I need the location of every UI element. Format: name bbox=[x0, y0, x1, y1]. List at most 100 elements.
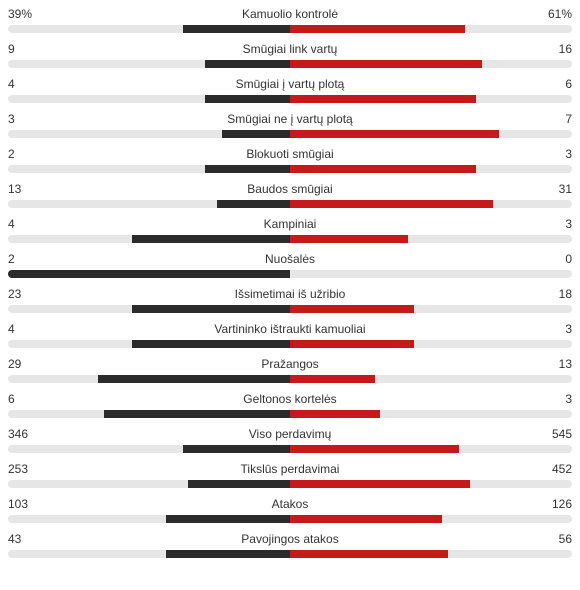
stat-row: 39% Kamuolio kontrolė 61% bbox=[8, 6, 572, 33]
stat-value-right: 56 bbox=[559, 531, 572, 547]
stat-value-right: 3 bbox=[565, 146, 572, 162]
stat-track bbox=[8, 515, 572, 523]
stat-row-header: 6Geltonos kortelės3 bbox=[8, 391, 572, 407]
stat-track bbox=[8, 340, 572, 348]
stat-value-left: 9 bbox=[8, 41, 15, 57]
stat-bar-left bbox=[166, 515, 290, 523]
stat-value-right: 3 bbox=[565, 391, 572, 407]
stat-row: 4Vartininko ištraukti kamuoliai3 bbox=[8, 321, 572, 348]
stat-value-right: 61% bbox=[548, 6, 572, 22]
stat-bar-left bbox=[205, 60, 290, 68]
stat-row-header: 103 Atakos 126 bbox=[8, 496, 572, 512]
stat-value-left: 253 bbox=[8, 461, 28, 477]
stat-label: Pražangos bbox=[261, 356, 318, 372]
stat-value-right: 3 bbox=[565, 216, 572, 232]
stat-track bbox=[8, 445, 572, 453]
stat-label: Atakos bbox=[272, 496, 309, 512]
stat-label: Smūgiai ne į vartų plotą bbox=[227, 111, 352, 127]
stat-label: Viso perdavimų bbox=[249, 426, 332, 442]
stat-row-header: 4Smūgiai į vartų plotą6 bbox=[8, 76, 572, 92]
stat-label: Smūgiai į vartų plotą bbox=[236, 76, 345, 92]
stat-label: Išsimetimai iš užribio bbox=[235, 286, 346, 302]
stat-track bbox=[8, 410, 572, 418]
stat-bar-left bbox=[183, 445, 290, 453]
stat-row: 4 Kampiniai 3 bbox=[8, 216, 572, 243]
stat-value-left: 103 bbox=[8, 496, 28, 512]
stat-bar-left bbox=[217, 200, 290, 208]
stat-track bbox=[8, 375, 572, 383]
stat-value-right: 126 bbox=[552, 496, 572, 512]
stat-label: Kamuolio kontrolė bbox=[242, 6, 338, 22]
stat-bar-right bbox=[290, 130, 499, 138]
stat-row-header: 39% Kamuolio kontrolė 61% bbox=[8, 6, 572, 22]
stat-value-left: 6 bbox=[8, 391, 15, 407]
stat-row-header: 4Vartininko ištraukti kamuoliai3 bbox=[8, 321, 572, 337]
stat-row-header: 2Blokuoti smūgiai3 bbox=[8, 146, 572, 162]
stat-row: 13Baudos smūgiai31 bbox=[8, 181, 572, 208]
stat-bar-right bbox=[290, 235, 408, 243]
stat-row-header: 346Viso perdavimų545 bbox=[8, 426, 572, 442]
stat-track bbox=[8, 165, 572, 173]
stat-row: 4Smūgiai į vartų plotą6 bbox=[8, 76, 572, 103]
stat-value-right: 7 bbox=[565, 111, 572, 127]
stat-row: 3 Smūgiai ne į vartų plotą 7 bbox=[8, 111, 572, 138]
stat-bar-left bbox=[8, 270, 290, 278]
stat-label: Kampiniai bbox=[264, 216, 317, 232]
stat-bar-right bbox=[290, 25, 465, 33]
stat-value-right: 31 bbox=[559, 181, 572, 197]
stat-row: 6Geltonos kortelės3 bbox=[8, 391, 572, 418]
stat-value-left: 39% bbox=[8, 6, 32, 22]
stat-row-header: 4 Kampiniai 3 bbox=[8, 216, 572, 232]
stat-value-right: 18 bbox=[559, 286, 572, 302]
stat-value-right: 3 bbox=[565, 321, 572, 337]
stat-bar-left bbox=[205, 165, 290, 173]
stat-value-left: 43 bbox=[8, 531, 21, 547]
stat-label: Pavojingos atakos bbox=[241, 531, 338, 547]
stat-row-header: 23 Išsimetimai iš užribio 18 bbox=[8, 286, 572, 302]
stat-track bbox=[8, 130, 572, 138]
stat-value-left: 2 bbox=[8, 251, 15, 267]
stat-value-right: 13 bbox=[559, 356, 572, 372]
stat-bar-left bbox=[132, 305, 290, 313]
stat-bar-right bbox=[290, 410, 380, 418]
stat-label: Tikslūs perdavimai bbox=[241, 461, 340, 477]
stat-bar-left bbox=[166, 550, 290, 558]
stat-value-left: 4 bbox=[8, 216, 15, 232]
stat-row: 103 Atakos 126 bbox=[8, 496, 572, 523]
stat-value-right: 0 bbox=[565, 251, 572, 267]
stat-row-header: 13Baudos smūgiai31 bbox=[8, 181, 572, 197]
stat-row-header: 43 Pavojingos atakos 56 bbox=[8, 531, 572, 547]
stat-bar-right bbox=[290, 305, 414, 313]
stat-row: 2 Nuošalės 0 bbox=[8, 251, 572, 278]
stat-track bbox=[8, 480, 572, 488]
stat-track bbox=[8, 270, 572, 278]
stat-bar-right bbox=[290, 165, 476, 173]
stat-bar-right bbox=[290, 445, 459, 453]
match-stats-container: 39% Kamuolio kontrolė 61% 9 Smūgiai link var… bbox=[8, 6, 572, 558]
stat-value-left: 346 bbox=[8, 426, 28, 442]
stat-value-right: 6 bbox=[565, 76, 572, 92]
stat-row: 29Pražangos13 bbox=[8, 356, 572, 383]
stat-label: Nuošalės bbox=[265, 251, 315, 267]
stat-bar-left bbox=[132, 235, 290, 243]
stat-value-left: 23 bbox=[8, 286, 21, 302]
stat-row: 346Viso perdavimų545 bbox=[8, 426, 572, 453]
stat-row: 43 Pavojingos atakos 56 bbox=[8, 531, 572, 558]
stat-bar-left bbox=[188, 480, 290, 488]
stat-bar-right bbox=[290, 375, 375, 383]
stat-value-left: 3 bbox=[8, 111, 15, 127]
stat-bar-right bbox=[290, 200, 493, 208]
stat-row-header: 253Tikslūs perdavimai452 bbox=[8, 461, 572, 477]
stat-row: 9 Smūgiai link vartų 16 bbox=[8, 41, 572, 68]
stat-bar-right bbox=[290, 340, 414, 348]
stat-label: Blokuoti smūgiai bbox=[246, 146, 333, 162]
stat-track bbox=[8, 25, 572, 33]
stat-label: Smūgiai link vartų bbox=[243, 41, 338, 57]
stat-bar-left bbox=[98, 375, 290, 383]
stat-value-right: 16 bbox=[559, 41, 572, 57]
stat-track bbox=[8, 60, 572, 68]
stat-track bbox=[8, 235, 572, 243]
stat-value-left: 13 bbox=[8, 181, 21, 197]
stat-value-left: 4 bbox=[8, 321, 15, 337]
stat-track bbox=[8, 200, 572, 208]
